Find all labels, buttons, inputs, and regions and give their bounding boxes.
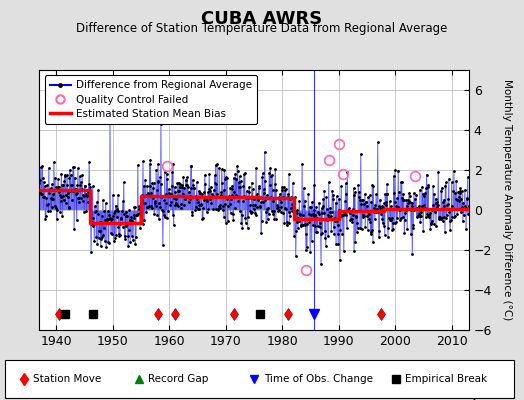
Y-axis label: Monthly Temperature Anomaly Difference (°C): Monthly Temperature Anomaly Difference (…: [501, 79, 511, 321]
Text: Empirical Break: Empirical Break: [405, 374, 487, 384]
Legend: Difference from Regional Average, Quality Control Failed, Estimated Station Mean: Difference from Regional Average, Qualit…: [45, 75, 257, 124]
Text: Berkeley Earth: Berkeley Earth: [436, 390, 508, 400]
Text: Station Move: Station Move: [33, 374, 101, 384]
Text: Record Gap: Record Gap: [148, 374, 209, 384]
Text: Difference of Station Temperature Data from Regional Average: Difference of Station Temperature Data f…: [77, 22, 447, 35]
Text: CUBA AWRS: CUBA AWRS: [201, 10, 323, 28]
Text: Time of Obs. Change: Time of Obs. Change: [264, 374, 373, 384]
